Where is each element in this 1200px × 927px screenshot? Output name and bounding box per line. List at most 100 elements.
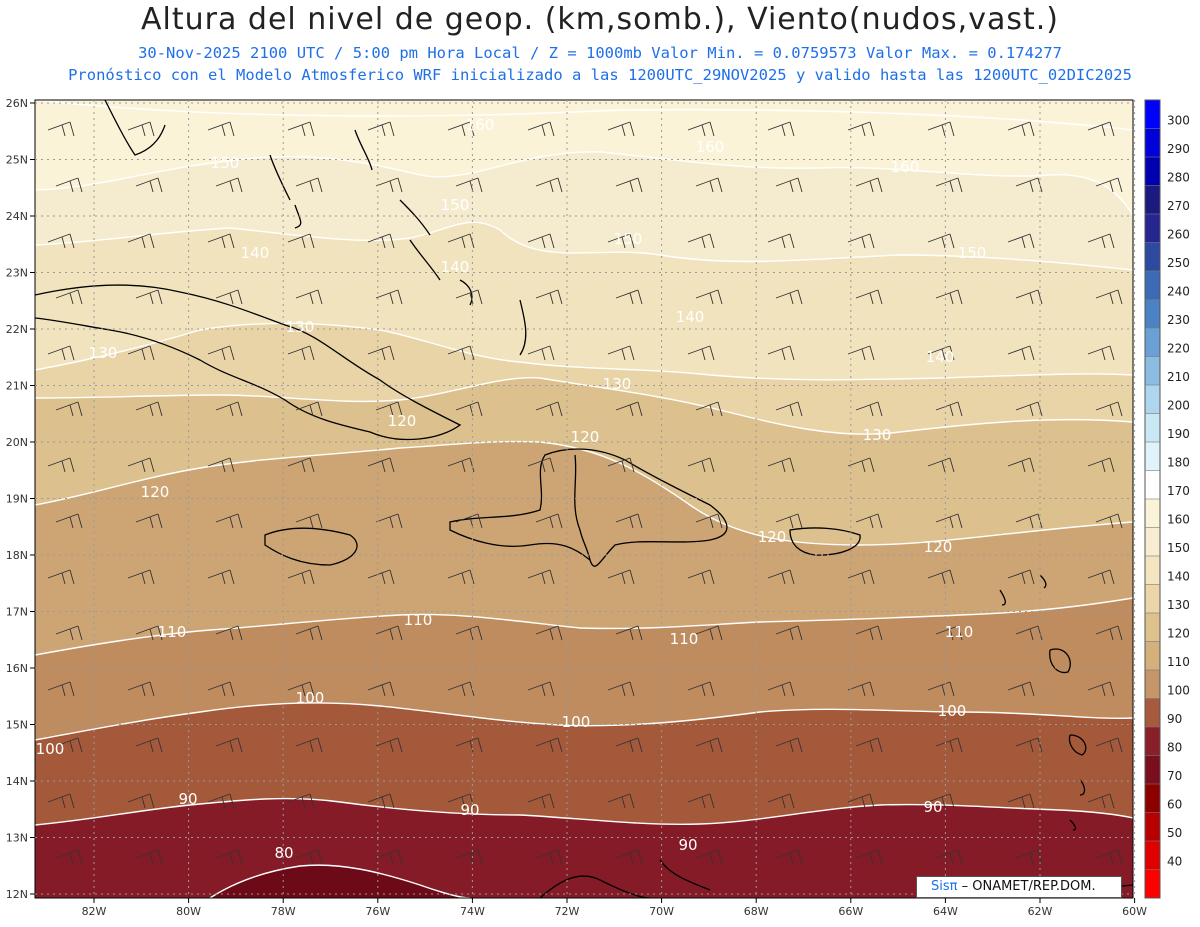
wind-barb [687,569,715,585]
wind-barb [527,233,555,249]
wind-barb [607,345,635,361]
wind-barb [1007,793,1035,809]
contour-label: 90 [460,801,479,819]
lat-label: 17N [6,606,28,619]
wind-barb [615,177,643,193]
map-title: Altura del nivel de geop. (km,somb.), Vi… [141,2,1059,37]
wind-barb [447,457,475,473]
wind-barb [47,569,75,585]
wind-barb [135,289,163,305]
colorbar-swatch [1145,128,1160,158]
wind-barb [855,513,883,529]
wind-barb [767,793,795,809]
wind-barb [287,457,315,473]
wind-barb [1007,121,1035,137]
wind-barb [55,737,83,753]
wind-barb [215,849,243,865]
wind-barb [375,401,403,417]
wind-barb [295,177,323,193]
wind-barb [535,401,563,417]
colorbar-swatch [1145,613,1160,642]
lon-label: 60W [1122,905,1147,918]
wind-barb [695,625,723,641]
wind-barb [607,233,635,249]
wind-barb [295,513,323,529]
wind-barb [535,513,563,529]
wind-barb [1095,625,1123,641]
wind-barb [527,345,555,361]
lon-label: 74W [460,905,485,918]
contour-label: 150 [441,196,470,214]
wind-barb [215,625,243,641]
lon-label: 82W [82,905,107,918]
wind-barb [855,401,883,417]
wind-barb [447,233,475,249]
wind-barb [767,681,795,697]
wind-barb [695,513,723,529]
wind-barb [527,793,555,809]
wind-barb [135,513,163,529]
colorbar-label: 120 [1167,627,1190,641]
wind-barb [1087,233,1115,249]
wind-barb [207,121,235,137]
wind-barb [695,849,723,865]
colorbar-label: 140 [1167,570,1190,584]
sispi-logo: Sisπ [931,879,958,894]
wind-barb [135,849,163,865]
wind-barb [695,737,723,753]
wind-barb [927,345,955,361]
wind-barb [615,849,643,865]
wind-barb [55,177,83,193]
wind-barb [375,289,403,305]
wind-barb [535,737,563,753]
wind-barb [775,177,803,193]
wind-barb [295,401,323,417]
wind-barb [375,737,403,753]
colorbar-label: 50 [1167,826,1182,840]
contour-label: 150 [958,244,987,262]
wind-barb [47,457,75,473]
contour-labels: 160 150 160 150 150 140 140 150 160 130 140 130 140 1… [36,116,987,862]
wind-barb [207,681,235,697]
wind-barb [1007,569,1035,585]
contour-label: 110 [404,611,433,629]
wind-barb [615,289,643,305]
contour-label: 120 [924,538,953,556]
wind-barb [687,793,715,809]
wind-barb [375,625,403,641]
wind-barb [775,737,803,753]
lat-label: 19N [6,493,28,506]
wind-barb [135,737,163,753]
wind-barb [855,737,883,753]
wind-barb [767,121,795,137]
wind-barb [127,793,155,809]
wind-barb [135,177,163,193]
contour-label: 130 [286,318,315,336]
wind-barb [935,849,963,865]
contour-label: 110 [670,630,699,648]
wind-barb [295,737,323,753]
wind-barb [47,793,75,809]
wind-barb [367,457,395,473]
valid-time-line: 30-Nov-2025 2100 UTC / 5:00 pm Hora Loca… [138,44,1062,62]
colorbar-label: 260 [1167,228,1190,242]
wind-barb [615,737,643,753]
colorbar: 300 290 280 270 260 250 240 230 220 210 200 190 180 1… [1144,99,1190,899]
contour-label: 100 [36,740,65,758]
lon-label: 66W [838,905,863,918]
contour-label: 150 [614,230,643,248]
wind-barb [207,457,235,473]
wind-barb [1007,457,1035,473]
wind-barb [1095,849,1123,865]
wind-barb [207,569,235,585]
wind-barb [207,233,235,249]
lat-label: 20N [6,436,28,449]
wind-barb [287,121,315,137]
wind-barb [607,793,635,809]
wind-barb [367,121,395,137]
colorbar-swatch [1145,841,1160,870]
wind-barb [127,681,155,697]
colorbar-label: 230 [1167,313,1190,327]
wind-barb [855,177,883,193]
wind-barb [1087,793,1115,809]
